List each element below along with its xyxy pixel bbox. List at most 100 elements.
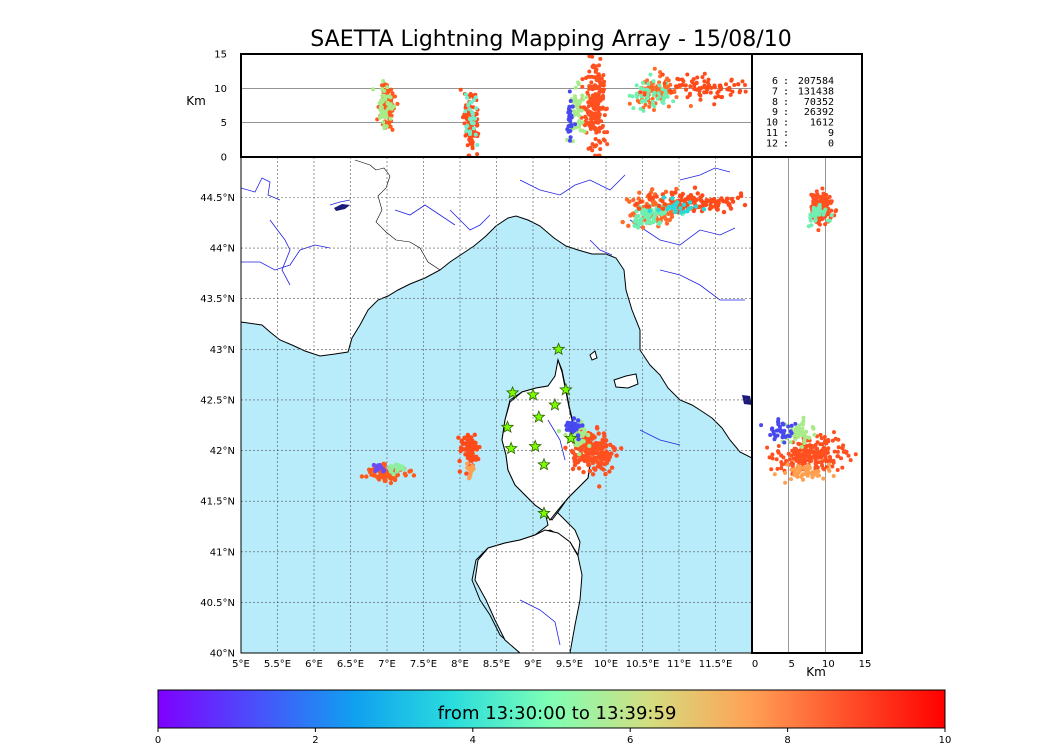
lon-alt-source-point	[576, 120, 581, 125]
lon-alt-source-point	[580, 120, 585, 125]
lon-alt-source-point	[657, 80, 662, 85]
map-x-tick-label: 8.5°E	[483, 659, 510, 670]
map-source-point	[667, 217, 672, 223]
colorbar-tick-label: 10	[939, 735, 952, 746]
map-source-point	[647, 197, 652, 202]
map-source-point	[664, 221, 670, 226]
alt-lat-source-point	[787, 434, 792, 439]
lon-alt-source-point	[463, 109, 468, 114]
map-source-point	[569, 448, 575, 454]
lon-alt-y-tick-label: 10	[214, 84, 227, 95]
lon-alt-source-point	[467, 107, 472, 112]
alt-lat-source-point	[793, 427, 798, 432]
map-source-point	[369, 467, 374, 473]
lon-alt-source-point	[659, 90, 664, 95]
map-source-point	[646, 217, 652, 222]
lon-alt-source-point	[469, 116, 474, 121]
lon-alt-source-point	[576, 82, 581, 87]
colorbar-ticks: 0 2 4 6 8 10	[155, 728, 952, 746]
alt-lat-source-point	[821, 209, 826, 214]
map-source-point	[388, 480, 394, 486]
alt-lat-source-point	[786, 424, 791, 429]
lon-alt-source-point	[469, 120, 474, 125]
map-source-point	[582, 427, 587, 432]
lon-alt-source-point	[651, 79, 656, 84]
map-source-point	[609, 465, 615, 470]
map-source-point	[458, 448, 463, 454]
station-count-sep: :	[783, 76, 789, 87]
map-source-point	[647, 208, 652, 213]
station-count-label: 6	[772, 76, 778, 87]
map-source-point	[395, 472, 401, 478]
lon-alt-source-point	[462, 121, 467, 126]
map-source-point	[474, 445, 480, 450]
alt-lat-source-point	[768, 433, 773, 437]
lon-alt-source-point	[661, 95, 666, 100]
map-source-point	[636, 196, 641, 201]
lon-alt-source-point	[598, 147, 603, 152]
lon-alt-source-point	[473, 132, 478, 137]
lon-alt-source-point	[634, 83, 639, 88]
map-source-point	[721, 209, 727, 215]
alt-lat-source-point	[819, 448, 824, 453]
alt-lat-source-point	[769, 467, 774, 472]
station-count-value: 9	[828, 128, 834, 139]
lon-alt-source-point	[380, 93, 385, 98]
alt-lat-source-point	[798, 454, 802, 459]
lon-alt-source-point	[684, 87, 689, 92]
lon-alt-source-point	[385, 85, 390, 90]
lma-stations	[500, 342, 578, 520]
alt-lat-source-point	[821, 466, 826, 471]
map-y-tick-label: 40°N	[210, 649, 235, 660]
lon-alt-source-point	[470, 112, 475, 117]
lon-alt-source-point	[584, 116, 589, 121]
lon-alt-source-point	[385, 100, 390, 105]
alt-lat-source-point	[796, 470, 801, 475]
map-source-point	[663, 189, 669, 194]
alt-lat-source-point	[797, 423, 802, 428]
alt-lat-source-point	[853, 452, 858, 457]
lon-alt-source-point	[475, 152, 480, 157]
map-source-point	[457, 469, 462, 474]
alt-lat-source-point	[841, 443, 846, 448]
alt-lat-source-point	[809, 223, 814, 228]
alt-lat-source-point	[774, 428, 779, 433]
map-source-point	[698, 195, 703, 200]
lon-alt-source-point	[573, 122, 578, 127]
alt-lat-source-point	[812, 444, 817, 449]
lon-alt-source-point	[597, 63, 601, 68]
lon-alt-source-point	[570, 104, 575, 109]
alt-lat-source-point	[770, 456, 775, 461]
map-source-point	[585, 432, 591, 438]
map-source-point	[374, 466, 379, 471]
station-count-sep: :	[783, 138, 789, 149]
alt-lat-source-point	[840, 465, 845, 470]
alt-lat-source-point	[789, 431, 794, 436]
alt-lat-source-point	[800, 472, 805, 477]
map-source-point	[609, 451, 614, 456]
lon-alt-source-point	[713, 95, 718, 100]
station-count-label: 9	[772, 107, 778, 118]
map-source-point	[576, 437, 581, 442]
alt-lat-source-point	[775, 466, 780, 471]
map-source-point	[469, 458, 474, 463]
map-source-point	[602, 456, 607, 462]
lon-alt-source-point	[656, 91, 661, 96]
station-count-label: 11	[766, 128, 778, 139]
lon-alt-source-point	[705, 80, 710, 85]
lon-alt-source-point	[638, 86, 643, 91]
alt-lat-source-point	[836, 437, 841, 442]
lon-alt-source-point	[567, 117, 571, 122]
lon-alt-source-point	[588, 111, 593, 116]
alt-lat-source-point	[801, 415, 806, 420]
lon-alt-source-point	[371, 87, 376, 92]
lon-alt-source-point	[569, 115, 574, 120]
alt-lat-source-point	[831, 460, 836, 465]
alt-lat-source-point	[828, 457, 833, 462]
alt-lat-source-point	[827, 462, 831, 467]
lon-alt-source-point	[579, 108, 584, 113]
alt-lat-source-point	[825, 202, 830, 207]
lon-alt-source-point	[697, 87, 702, 92]
lon-alt-source-point	[395, 101, 400, 106]
map-source-point	[640, 225, 646, 230]
